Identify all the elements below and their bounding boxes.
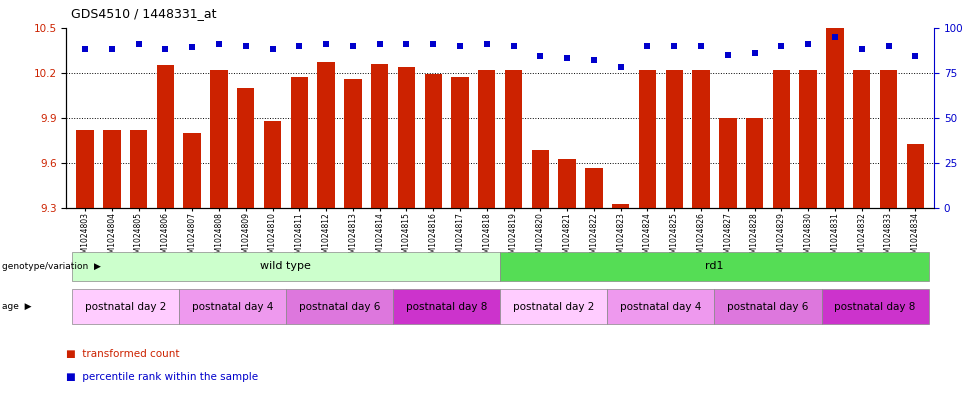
Bar (720, 118, 736, 208)
Point (640, 42, 655, 49)
Text: postnatal day 8: postnatal day 8 (835, 301, 916, 312)
Point (425, 40, 441, 47)
Text: age  ▶: age ▶ (2, 302, 31, 311)
Point (345, 42, 361, 49)
Point (854, 46, 870, 52)
Text: ■  transformed count: ■ transformed count (66, 349, 179, 359)
Bar (264, 121, 281, 208)
Point (506, 42, 522, 49)
Point (693, 42, 709, 49)
Bar (666, 70, 682, 208)
Text: rd1: rd1 (705, 261, 723, 271)
Point (318, 40, 333, 47)
Point (184, 44, 200, 51)
Point (238, 42, 254, 49)
Point (77, 46, 93, 52)
Point (908, 53, 923, 60)
Point (265, 46, 281, 52)
Bar (559, 159, 576, 208)
Bar (639, 70, 656, 208)
Bar (103, 130, 121, 208)
Bar (76, 130, 94, 208)
Point (667, 42, 682, 49)
Bar (826, 28, 843, 208)
Point (800, 40, 816, 47)
Point (131, 40, 146, 47)
Point (104, 46, 120, 52)
Text: postnatal day 8: postnatal day 8 (406, 301, 488, 312)
Bar (772, 70, 790, 208)
Point (827, 33, 842, 40)
Point (158, 46, 174, 52)
Bar (318, 62, 334, 208)
Bar (612, 204, 630, 208)
Point (399, 40, 414, 47)
Bar (424, 74, 442, 208)
Bar (531, 150, 549, 208)
Point (212, 40, 227, 47)
Point (532, 53, 548, 60)
Point (880, 42, 896, 49)
Text: GDS4510 / 1448331_at: GDS4510 / 1448331_at (71, 7, 216, 20)
Bar (344, 79, 362, 208)
Bar (183, 133, 201, 208)
Point (773, 42, 789, 49)
Bar (907, 143, 924, 208)
Text: postnatal day 4: postnatal day 4 (620, 301, 702, 312)
Bar (130, 130, 147, 208)
Bar (291, 77, 308, 208)
Point (292, 42, 307, 49)
Bar (692, 70, 710, 208)
Bar (505, 70, 523, 208)
Point (747, 50, 762, 56)
Point (560, 55, 575, 61)
Text: genotype/variation  ▶: genotype/variation ▶ (2, 262, 100, 271)
Bar (398, 67, 415, 208)
Text: postnatal day 6: postnatal day 6 (298, 301, 380, 312)
Bar (800, 70, 817, 208)
Text: wild type: wild type (260, 261, 311, 271)
Bar (211, 70, 228, 208)
Point (586, 57, 602, 63)
Point (479, 40, 494, 47)
Text: postnatal day 2: postnatal day 2 (85, 301, 166, 312)
Point (371, 40, 387, 47)
Bar (879, 70, 897, 208)
Bar (746, 118, 763, 208)
Bar (237, 88, 254, 208)
Text: postnatal day 4: postnatal day 4 (192, 301, 273, 312)
Bar (585, 168, 603, 208)
Bar (157, 65, 175, 208)
Point (613, 64, 629, 70)
Bar (370, 64, 388, 208)
Text: postnatal day 2: postnatal day 2 (513, 301, 595, 312)
Bar (451, 77, 469, 208)
Text: postnatal day 6: postnatal day 6 (727, 301, 808, 312)
Text: ■  percentile rank within the sample: ■ percentile rank within the sample (66, 372, 258, 382)
Point (720, 51, 735, 58)
Bar (478, 70, 495, 208)
Point (452, 42, 468, 49)
Bar (853, 70, 871, 208)
